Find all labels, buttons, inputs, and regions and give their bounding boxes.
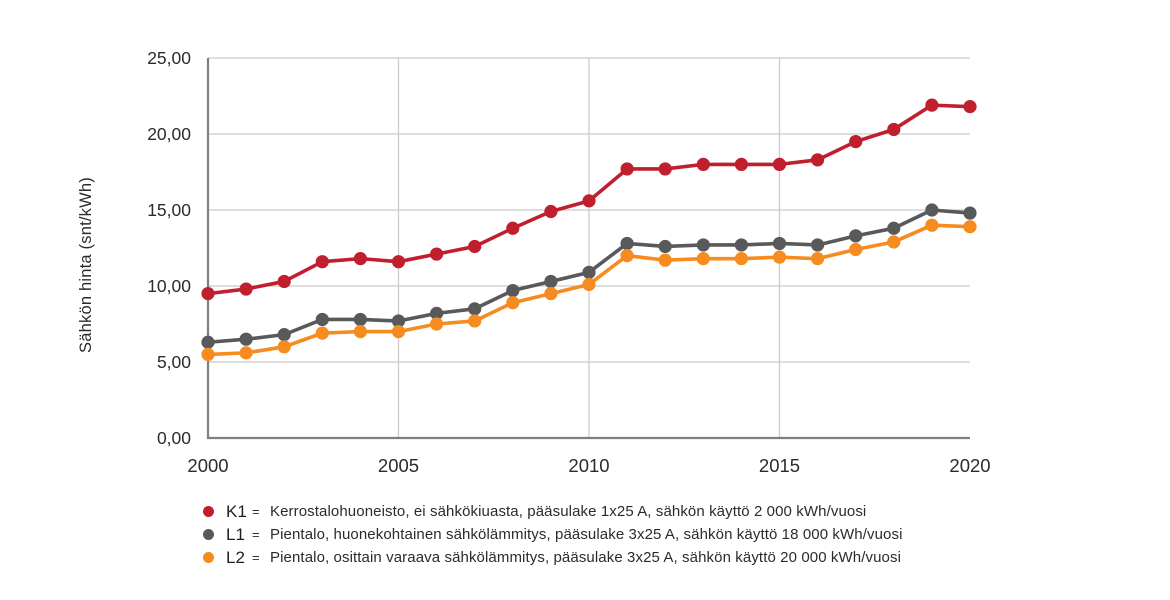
- legend-item-L1: L1 = Pientalo, huonekohtainen sähkölämmity…: [203, 524, 903, 544]
- data-point-L1-2004: [353, 312, 367, 327]
- chart-legend: K1 = Kerrostalohuoneisto, ei sähkökiuasta,…: [203, 501, 903, 567]
- legend-key: L2: [226, 547, 245, 567]
- data-point-L2-2020: [963, 220, 977, 234]
- data-point-L1-2000: [201, 335, 215, 349]
- data-point-K1-2019: [925, 98, 939, 112]
- data-point-L1-2001: [239, 332, 253, 346]
- data-point-L1-2009: [544, 274, 558, 289]
- data-point-K1-2006: [430, 247, 444, 261]
- data-point-K1-2020: [963, 100, 977, 114]
- legend-dot-L2: [203, 552, 214, 563]
- legend-equals: =: [252, 504, 260, 519]
- data-point-K1-2002: [277, 274, 291, 289]
- data-point-L2-2002: [277, 340, 291, 354]
- legend-key: L1: [226, 524, 245, 544]
- legend-description: Kerrostalohuoneisto, ei sähkökiuasta, pä…: [270, 503, 867, 520]
- data-point-K1-2007: [468, 239, 482, 254]
- data-point-L1-2007: [468, 302, 482, 316]
- legend-item-L2: L2 = Pientalo, osittain varaava sähkölämmi…: [203, 547, 903, 567]
- y-tick-label: 10,00: [147, 276, 191, 296]
- y-axis-title: Sähkön hinta (snt/kWh): [77, 177, 95, 353]
- data-point-L1-2006: [430, 306, 444, 320]
- data-point-K1-2004: [353, 252, 367, 266]
- y-tick-label: 25,00: [147, 48, 191, 68]
- data-point-L2-2010: [582, 277, 596, 292]
- data-point-L2-2018: [887, 235, 901, 249]
- legend-description: Pientalo, osittain varaava sähkölämmitys…: [270, 549, 902, 566]
- data-point-L1-2012: [658, 239, 672, 254]
- y-tick-label: 0,00: [157, 428, 191, 448]
- data-point-L2-2008: [506, 296, 520, 310]
- data-point-K1-2017: [849, 135, 863, 149]
- data-point-L1-2013: [696, 238, 710, 252]
- x-tick-label: 2005: [378, 455, 419, 476]
- data-point-L1-2002: [277, 328, 291, 342]
- data-point-K1-2012: [658, 162, 672, 176]
- data-point-K1-2008: [506, 221, 520, 235]
- data-point-L2-2006: [430, 317, 444, 331]
- data-point-L2-2007: [468, 314, 482, 328]
- data-point-L2-2015: [772, 250, 787, 264]
- data-point-L1-2016: [811, 238, 825, 252]
- data-point-L1-2005: [391, 314, 406, 328]
- data-point-K1-2013: [696, 157, 710, 171]
- data-point-K1-2003: [315, 255, 329, 269]
- data-point-L1-2017: [849, 229, 863, 243]
- data-point-L2-2004: [353, 325, 367, 339]
- data-point-L2-2009: [544, 287, 558, 301]
- data-point-L1-2010: [582, 265, 596, 279]
- legend-dot-K1: [203, 506, 214, 517]
- legend-equals: =: [252, 550, 260, 565]
- data-point-L1-2011: [620, 236, 634, 251]
- legend-dot-L1: [203, 529, 214, 540]
- x-tick-label: 2010: [568, 455, 609, 476]
- y-tick-label: 15,00: [147, 200, 191, 220]
- data-point-L1-2020: [963, 206, 977, 220]
- data-point-L1-2008: [506, 283, 520, 298]
- data-point-L1-2019: [925, 203, 939, 217]
- x-tick-label: 2015: [759, 455, 800, 476]
- data-point-L2-2016: [811, 252, 825, 266]
- data-point-L1-2003: [315, 312, 329, 327]
- data-point-K1-2015: [772, 157, 787, 171]
- data-point-L2-2017: [849, 242, 863, 257]
- legend-equals: =: [252, 527, 260, 542]
- data-point-L1-2015: [772, 236, 787, 251]
- x-tick-label: 2020: [949, 455, 990, 476]
- data-point-L2-2012: [658, 253, 672, 267]
- data-point-L2-2019: [925, 218, 939, 232]
- data-point-K1-2000: [201, 287, 215, 301]
- data-point-L2-2014: [734, 252, 749, 266]
- data-point-K1-2001: [239, 282, 253, 296]
- x-tick-label: 2000: [187, 455, 228, 476]
- data-point-L2-2000: [201, 347, 215, 361]
- data-point-L2-2005: [391, 325, 406, 339]
- data-point-K1-2016: [811, 153, 825, 167]
- data-point-L1-2018: [887, 221, 901, 235]
- data-point-K1-2014: [734, 157, 749, 171]
- legend-description: Pientalo, huonekohtainen sähkölämmitys, …: [270, 526, 903, 543]
- data-point-L2-2013: [696, 252, 710, 266]
- legend-item-K1: K1 = Kerrostalohuoneisto, ei sähkökiuasta,…: [203, 501, 903, 521]
- data-point-K1-2010: [582, 194, 596, 208]
- y-tick-label: 5,00: [157, 352, 191, 372]
- data-point-K1-2011: [620, 162, 634, 176]
- data-point-K1-2018: [887, 122, 901, 137]
- data-point-L1-2014: [734, 238, 749, 252]
- y-tick-label: 20,00: [147, 124, 191, 144]
- data-point-K1-2005: [391, 255, 406, 269]
- data-point-K1-2009: [544, 204, 558, 219]
- data-point-L2-2003: [315, 326, 329, 340]
- data-point-L2-2001: [239, 346, 253, 360]
- legend-key: K1: [226, 501, 247, 521]
- data-point-L2-2011: [620, 249, 634, 263]
